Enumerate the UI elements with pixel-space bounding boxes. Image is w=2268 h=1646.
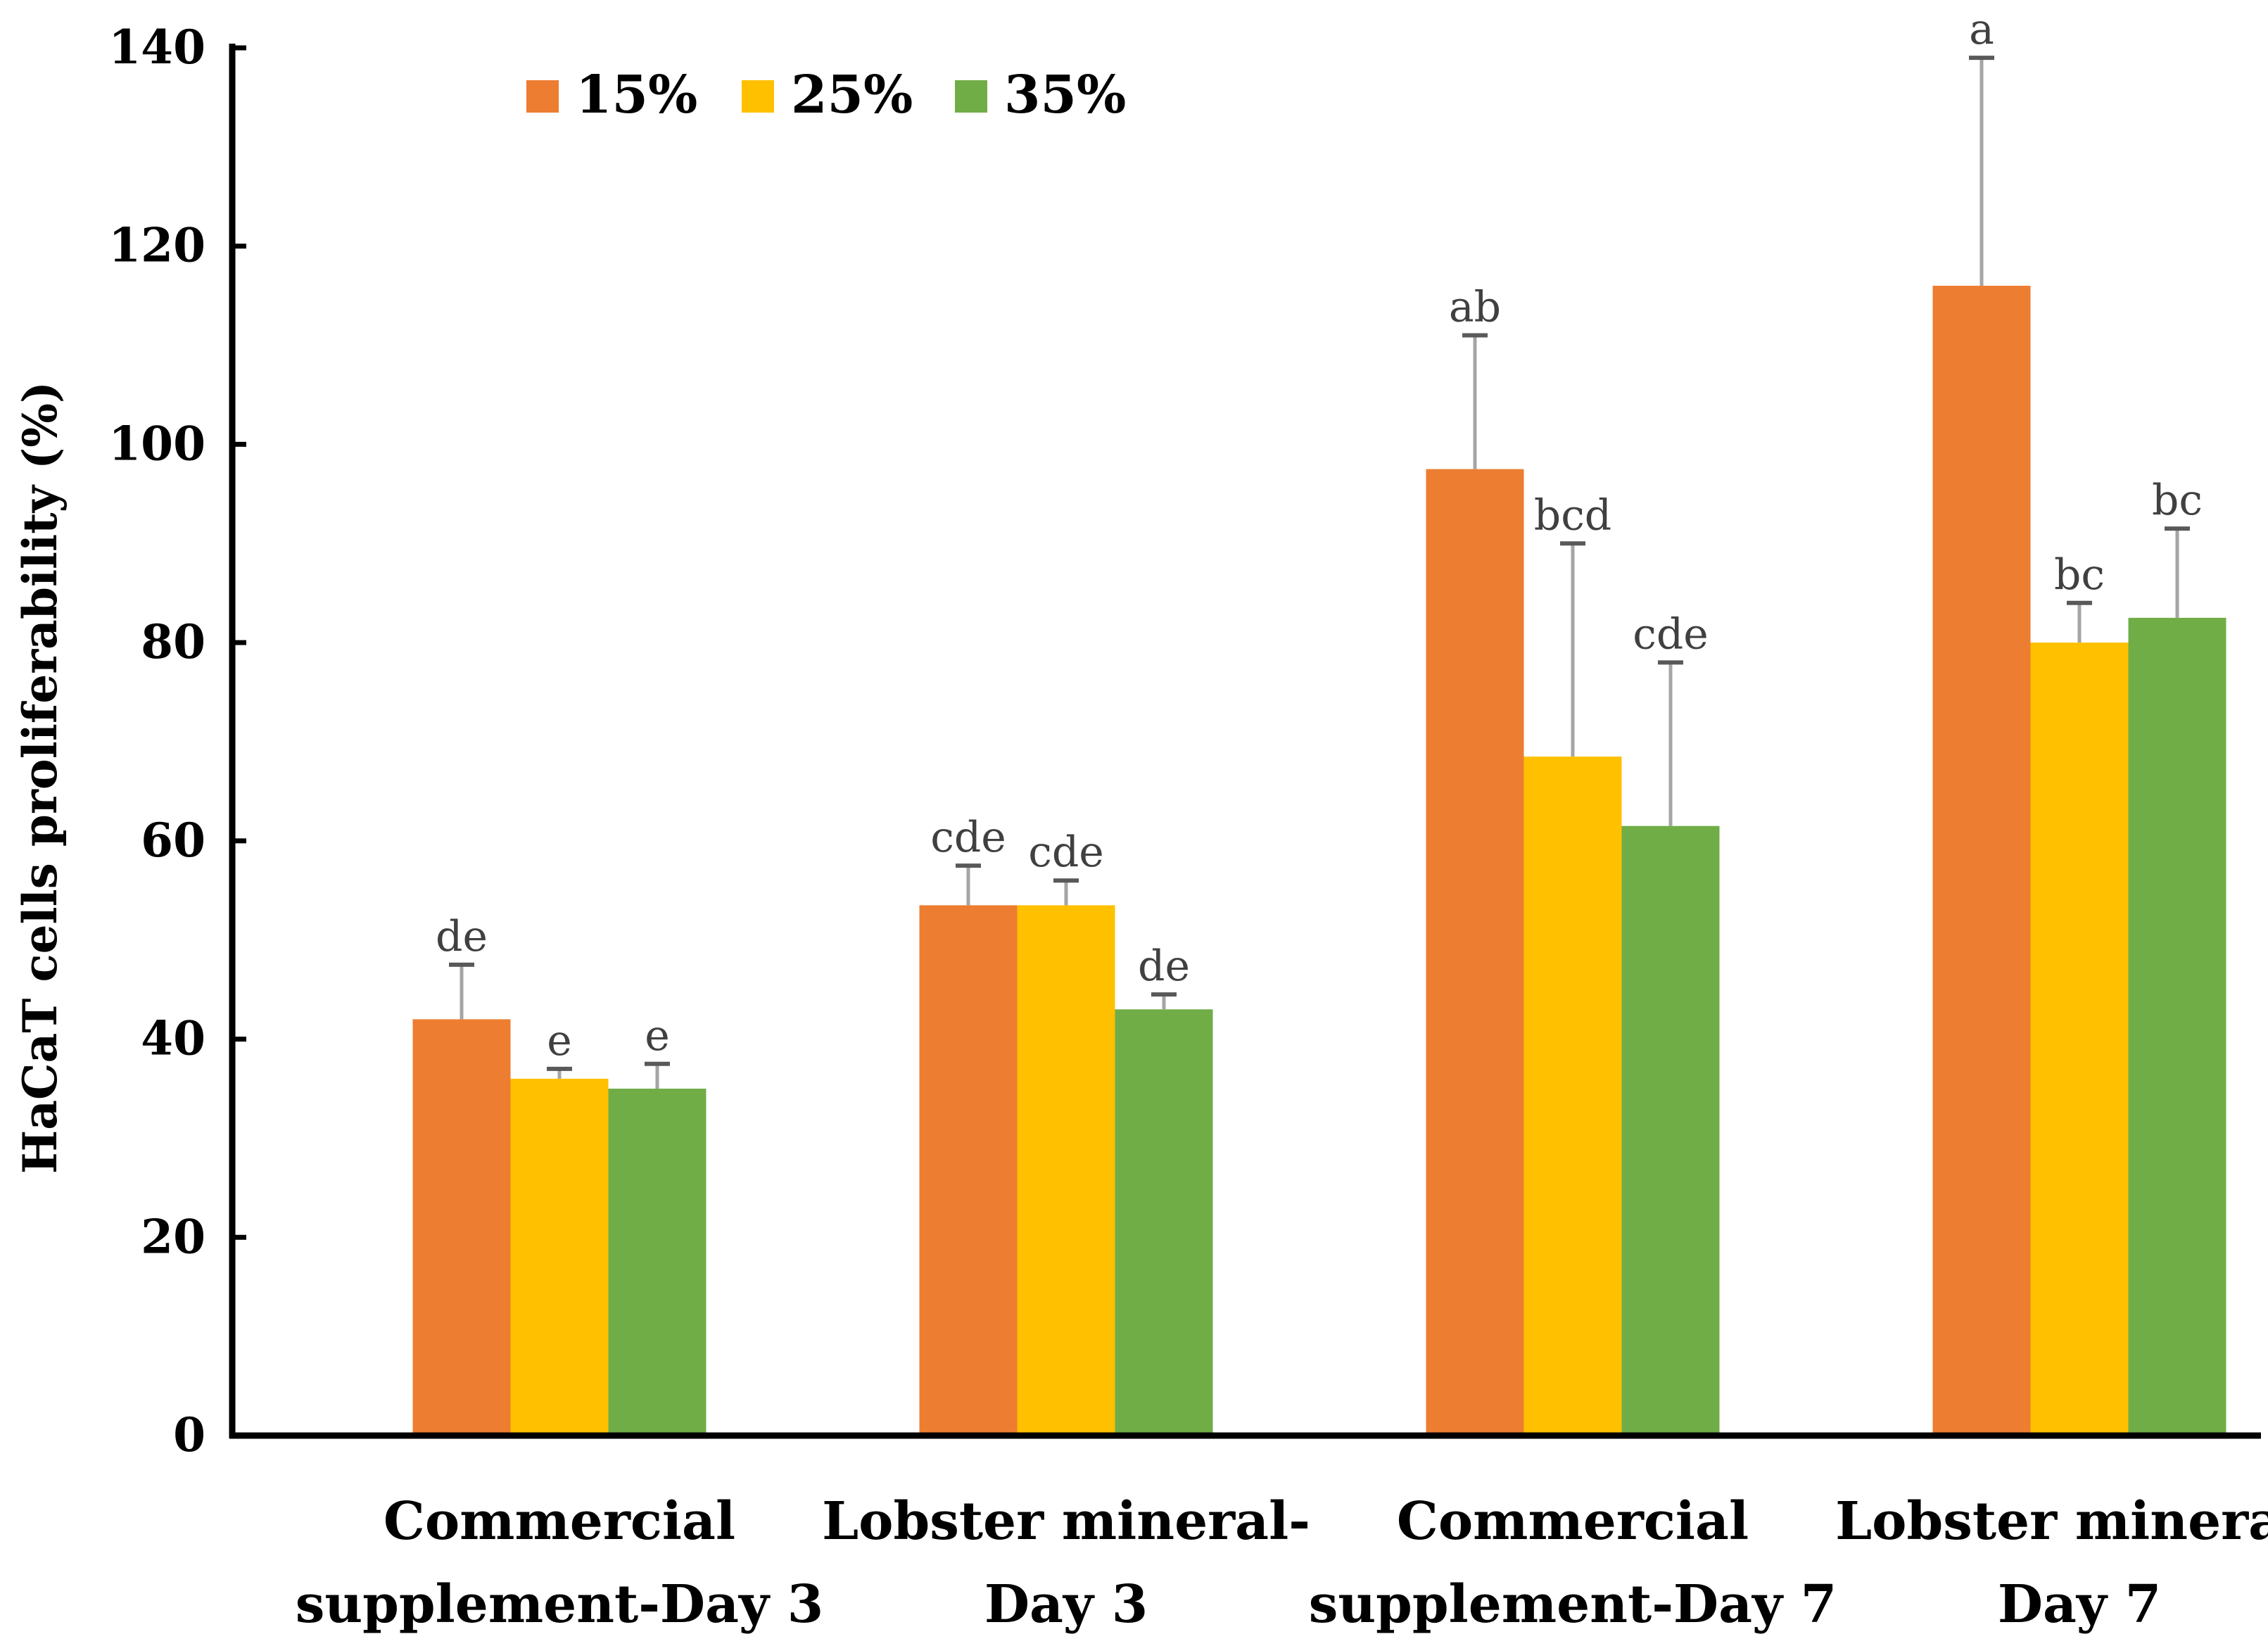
x-category-labels: Commercial supplement-Day 3 Lobster minera… [296,1491,2268,1635]
bar-15pct-4 [1932,286,2031,1436]
significance-label: cde [1633,609,1709,659]
y-tick-label: 40 [141,1011,205,1066]
y-tick-label: 20 [141,1209,205,1264]
x-category-label: Day 3 [984,1574,1148,1635]
legend-label: 15% [576,65,697,125]
significance-label: ab [1449,282,1501,331]
significance-label: bc [2152,476,2203,525]
legend-label: 35% [1004,65,1126,125]
x-category-label: Lobster mineral- [822,1491,1310,1552]
legend-swatch-25pct [742,80,774,113]
significance-label: e [645,1011,670,1061]
bars-layer [412,286,2226,1436]
bar-35pct-4 [2128,617,2226,1436]
y-axis-label: HaCaT cells proliferability (%) [13,381,68,1174]
legend-label: 25% [791,65,913,125]
significance-label: de [436,912,488,961]
y-ticks-layer: 0 20 40 60 80 100 120 140 [108,20,246,1462]
legend: 15% 25% 35% [526,65,1126,125]
significance-label: e [547,1016,572,1065]
y-tick-label: 80 [141,614,205,669]
x-category-label: Commercial [1397,1491,1749,1552]
significance-label: bcd [1534,490,1611,540]
bar-35pct-3 [1621,825,1720,1436]
y-tick-label: 100 [108,416,205,471]
bar-15pct-2 [919,905,1018,1436]
bar-25pct-3 [1523,756,1622,1436]
x-category-label: Day 7 [1998,1574,2161,1635]
bar-15pct-3 [1426,469,1524,1436]
x-category-label: supplement-Day 7 [1309,1574,1837,1635]
x-category-label: Commercial [384,1491,735,1552]
legend-swatch-35pct [955,80,987,113]
significance-label: cde [930,813,1006,862]
bar-35pct-1 [608,1089,707,1436]
significance-label: bc [2054,550,2105,600]
x-category-label: Lobster mineral- [1835,1491,2268,1552]
y-tick-label: 60 [141,813,205,868]
bar-25pct-1 [510,1078,609,1436]
bar-35pct-2 [1115,1009,1213,1436]
axes-layer [229,44,2261,1439]
significance-label: cde [1028,828,1104,877]
y-tick-label: 140 [108,20,205,75]
bar-15pct-1 [412,1019,511,1436]
x-category-label: supplement-Day 3 [296,1574,824,1635]
bar-25pct-4 [2030,642,2129,1436]
bar-25pct-2 [1017,905,1115,1436]
y-tick-label: 120 [108,218,205,273]
significance-label: a [1969,5,1994,54]
legend-swatch-15pct [526,80,559,113]
significance-label: de [1138,942,1190,991]
error-bars-layer [449,56,2190,1089]
y-tick-label: 0 [173,1407,205,1462]
